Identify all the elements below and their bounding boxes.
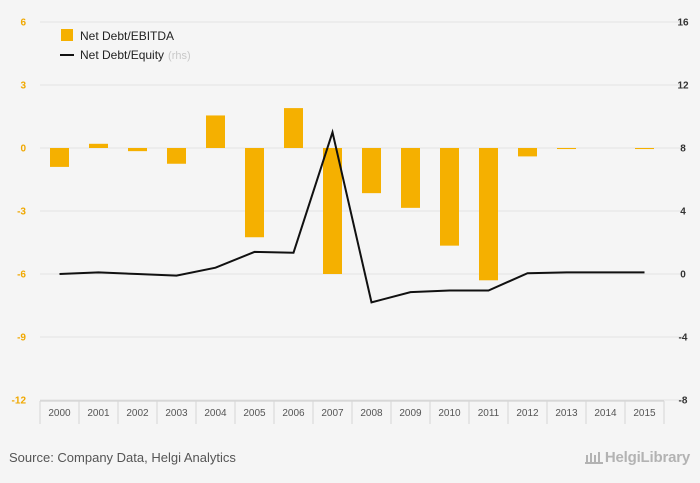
- helgi-library-logo: HelgiLibrary: [584, 449, 690, 466]
- bar-2006: [284, 108, 303, 148]
- right-tick-label: 0: [680, 270, 686, 281]
- right-axis: 16 12 8 4 0 -4 -8: [677, 18, 689, 407]
- legend-line-name: Net Debt/Equity: [80, 48, 164, 62]
- right-tick-label: 8: [680, 144, 686, 155]
- left-tick-label: -9: [17, 333, 26, 344]
- bar-2011: [479, 148, 498, 281]
- legend-label-line: Net Debt/Equity (rhs): [80, 48, 191, 62]
- right-tick-label: -4: [679, 333, 688, 344]
- category-label: 2006: [282, 408, 305, 419]
- bar-series-net-debt-ebitda: [50, 108, 654, 281]
- category-label: 2011: [478, 408, 500, 419]
- line-path: [59, 128, 645, 304]
- category-label: 2004: [204, 408, 227, 419]
- category-label: 2015: [633, 408, 656, 419]
- category-label: 2001: [87, 408, 110, 419]
- right-tick-label: -8: [679, 396, 688, 407]
- left-tick-label: -3: [17, 207, 26, 218]
- category-label: 2007: [321, 408, 344, 419]
- bar-2012: [518, 148, 537, 157]
- bar-2013: [557, 148, 576, 150]
- category-label: 2010: [438, 408, 461, 419]
- bar-2009: [401, 148, 420, 208]
- bar-2002: [128, 148, 147, 152]
- bar-2000: [50, 148, 69, 167]
- source-note: Source: Company Data, Helgi Analytics: [9, 450, 236, 465]
- left-tick-label: -6: [17, 270, 26, 281]
- left-tick-label: 3: [20, 81, 26, 92]
- bar-2003: [167, 148, 186, 164]
- right-tick-label: 16: [677, 18, 689, 29]
- right-tick-label: 12: [677, 81, 689, 92]
- legend-swatch-bar: [61, 29, 73, 41]
- category-label: 2008: [360, 408, 383, 419]
- left-axis: 6 3 0 -3 -6 -9 -12: [12, 18, 27, 407]
- category-label: 2012: [516, 408, 539, 419]
- category-label: 2002: [126, 408, 149, 419]
- left-tick-label: -12: [12, 396, 27, 407]
- bar-2005: [245, 148, 264, 238]
- category-label: 2000: [48, 408, 71, 419]
- right-tick-label: 4: [680, 207, 686, 218]
- category-label: 2005: [243, 408, 266, 419]
- category-axis: 2000 2001 2002 2003 2004 2005 2006 2007 2008 2009…: [39, 400, 665, 424]
- gridlines: [40, 21, 684, 401]
- bar-2001: [89, 143, 108, 148]
- logo-text: HelgiLibrary: [604, 449, 690, 466]
- legend: Net Debt/EBITDA Net Debt/Equity (rhs): [60, 29, 191, 62]
- legend-label-bar: Net Debt/EBITDA: [80, 29, 174, 43]
- library-icon: [584, 452, 603, 464]
- category-label: 2003: [165, 408, 188, 419]
- category-label: 2009: [399, 408, 422, 419]
- bar-2010: [440, 148, 459, 246]
- bar-2008: [362, 148, 381, 194]
- legend-rhs-note: (rhs): [168, 50, 191, 62]
- bar-2004: [206, 115, 225, 148]
- left-tick-label: 0: [20, 144, 26, 155]
- bar-2007: [323, 148, 342, 274]
- left-tick-label: 6: [20, 18, 26, 29]
- bar-2015: [635, 148, 654, 150]
- line-series-net-debt-equity: [59, 128, 645, 304]
- category-label: 2013: [555, 408, 578, 419]
- category-label: 2014: [594, 408, 617, 419]
